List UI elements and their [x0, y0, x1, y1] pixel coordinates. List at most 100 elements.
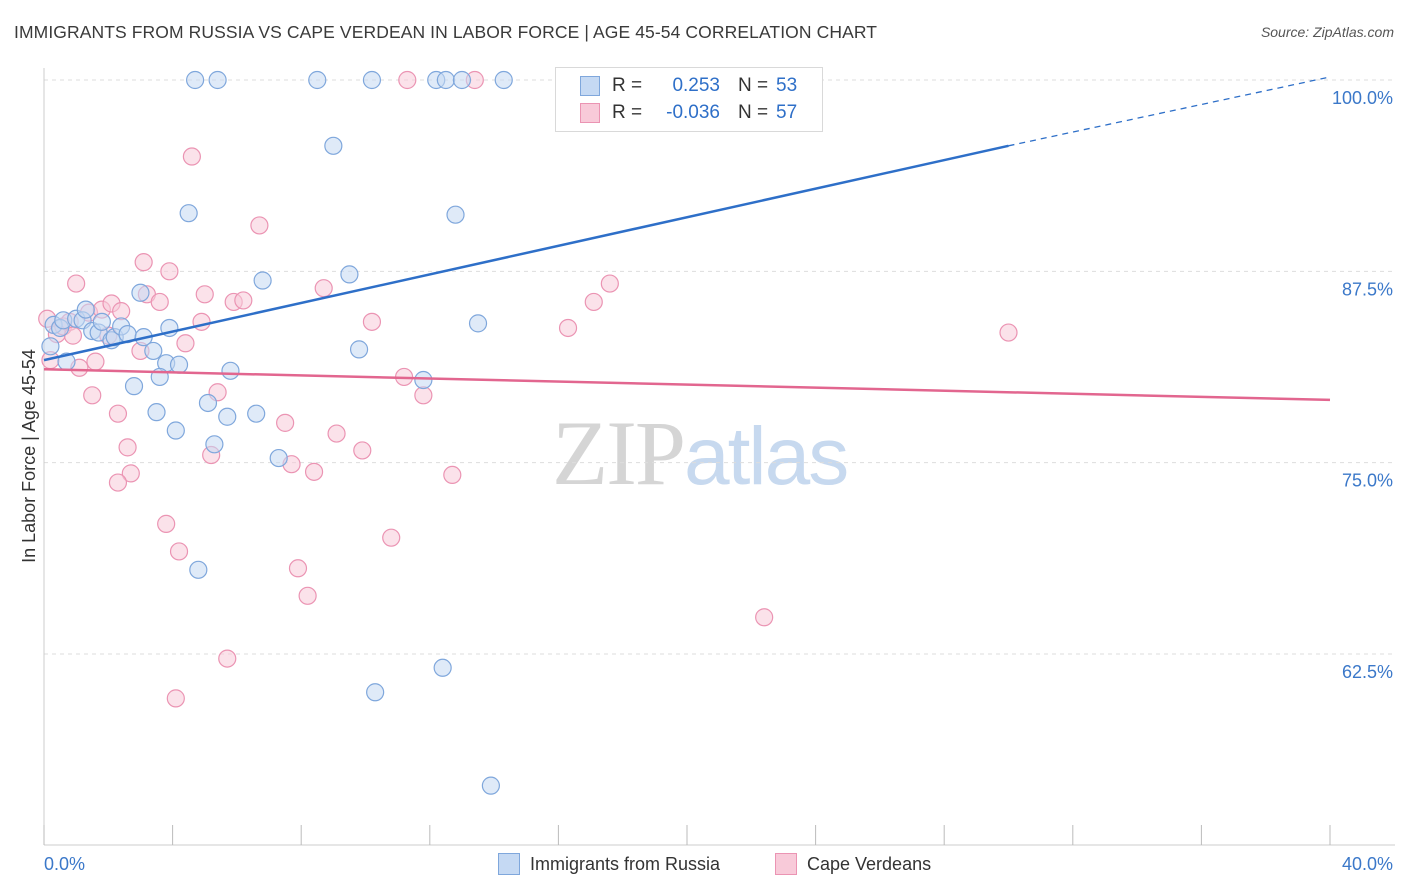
cape-verdean-point [398, 70, 417, 90]
stats-legend: R = 0.253 N = 53 R = -0.036 N = 57 [555, 67, 823, 132]
russia-point [218, 407, 237, 426]
cape-verdean-point [166, 689, 185, 708]
cape-verdean-point [134, 253, 153, 272]
legend-r-value: -0.036 [666, 102, 720, 123]
cape-verdean-point [353, 441, 372, 460]
russia-point [362, 70, 382, 90]
axes-layer [43, 68, 1395, 846]
y-tick-label: 62.5% [1342, 662, 1393, 682]
russia-point [253, 271, 272, 290]
cape-verdean-point [414, 386, 433, 405]
legend-swatch-russia [580, 76, 600, 96]
cape-verdean-point [250, 216, 269, 235]
cape-verdean-point [182, 147, 201, 166]
russia-point [247, 404, 266, 423]
cape-verdean-point [108, 473, 128, 492]
watermark: ZIPatlas [552, 400, 849, 506]
cape-verdean-point [86, 352, 105, 371]
watermark-zip: ZIP [552, 402, 686, 504]
legend-n-label: N = [738, 102, 769, 123]
cape-verdean-point [218, 649, 237, 668]
russia-point [169, 355, 189, 374]
cape-verdean-trend-line [43, 368, 1331, 402]
legend-r-value: 0.253 [672, 75, 720, 96]
russia-point [221, 361, 240, 380]
cape-verdean-point [121, 464, 140, 483]
cape-verdean-point [362, 312, 382, 331]
russia-point [433, 658, 452, 677]
cape-verdean-point [755, 608, 774, 627]
russia-point [92, 312, 111, 331]
russia-point [481, 776, 500, 795]
russia-point [414, 370, 433, 390]
cape-verdean-point [108, 404, 128, 423]
cape-verdean-point [195, 285, 214, 304]
russia-point [147, 403, 166, 422]
cape-verdean-point [112, 302, 131, 321]
russia-point [494, 70, 513, 90]
russia-point [324, 136, 343, 155]
russia-point [76, 300, 95, 319]
russia-point [179, 204, 198, 223]
legend-row-cape-verdean: R = -0.036 N = 57 [580, 100, 797, 126]
cape-verdean-point [83, 386, 102, 405]
russia-point [41, 337, 60, 356]
cape-verdean-point [234, 291, 253, 310]
cape-verdean-point [157, 514, 176, 533]
cape-verdean-point [558, 318, 578, 338]
cape-verdean-point [150, 292, 169, 312]
x-tick-label: 40.0% [1342, 854, 1393, 874]
cape-verdean-point [67, 274, 86, 293]
russia-point [166, 421, 185, 440]
russia-point [340, 265, 359, 284]
grid-layer [44, 79, 1395, 655]
legend-swatch-cape-verdean [580, 103, 600, 123]
series-legend-cape-verdean-swatch [775, 853, 797, 875]
cape-verdean-point [176, 334, 195, 353]
x-tick-label: 0.0% [44, 854, 85, 874]
series-legend-cape-verdean[interactable]: Cape Verdeans [775, 851, 931, 877]
cape-verdean-point [314, 279, 333, 298]
russia-point [468, 314, 488, 333]
cape-verdean-point [160, 262, 179, 281]
watermark-atlas: atlas [684, 411, 849, 502]
points-layer [38, 70, 1018, 795]
russia-point [186, 70, 205, 90]
russia-point [349, 340, 369, 359]
russia-point [366, 683, 385, 702]
cape-verdean-point [584, 292, 603, 312]
series-legend-russia-swatch [498, 853, 520, 875]
y-tick-label: 87.5% [1342, 279, 1393, 299]
russia-point [269, 448, 288, 468]
legend-row-russia: R = 0.253 N = 53 [580, 73, 797, 99]
series-legend-russia-label: Immigrants from Russia [530, 853, 721, 874]
labels-layer: 62.5% 75.0% 87.5% 100.0% 0.0% 40.0% In Labor F… [19, 88, 1393, 874]
chart-title: IMMIGRANTS FROM RUSSIA VS CAPE VERDEAN I… [14, 22, 878, 42]
chart-source: Source: ZipAtlas.com [1260, 24, 1394, 40]
cape-verdean-point [276, 413, 295, 432]
russia-point [131, 283, 150, 302]
legend-n-value: 57 [776, 102, 798, 123]
cape-verdean-point [288, 559, 308, 578]
russia-point [198, 393, 218, 413]
cape-verdean-point [327, 424, 346, 443]
cape-verdean-point [298, 586, 317, 605]
russia-point [452, 70, 472, 90]
trend-layer [43, 76, 1331, 402]
russia-point [308, 70, 327, 90]
cape-verdean-point [169, 542, 189, 561]
cape-verdean-point [999, 323, 1018, 342]
cape-verdean-point [192, 312, 211, 331]
cape-verdean-point [382, 528, 401, 547]
y-axis-label: In Labor Force | Age 45-54 [19, 349, 39, 563]
russia-trend-line [43, 144, 1009, 362]
russia-trend-extension [1008, 76, 1331, 147]
cape-verdean-point [600, 274, 619, 293]
y-tick-label: 75.0% [1342, 471, 1393, 491]
cape-verdean-point [443, 465, 462, 485]
cape-verdean-point [304, 462, 324, 481]
russia-point [446, 205, 465, 224]
series-legend-russia[interactable]: Immigrants from Russia [498, 851, 720, 877]
cape-verdean-point [118, 438, 137, 457]
